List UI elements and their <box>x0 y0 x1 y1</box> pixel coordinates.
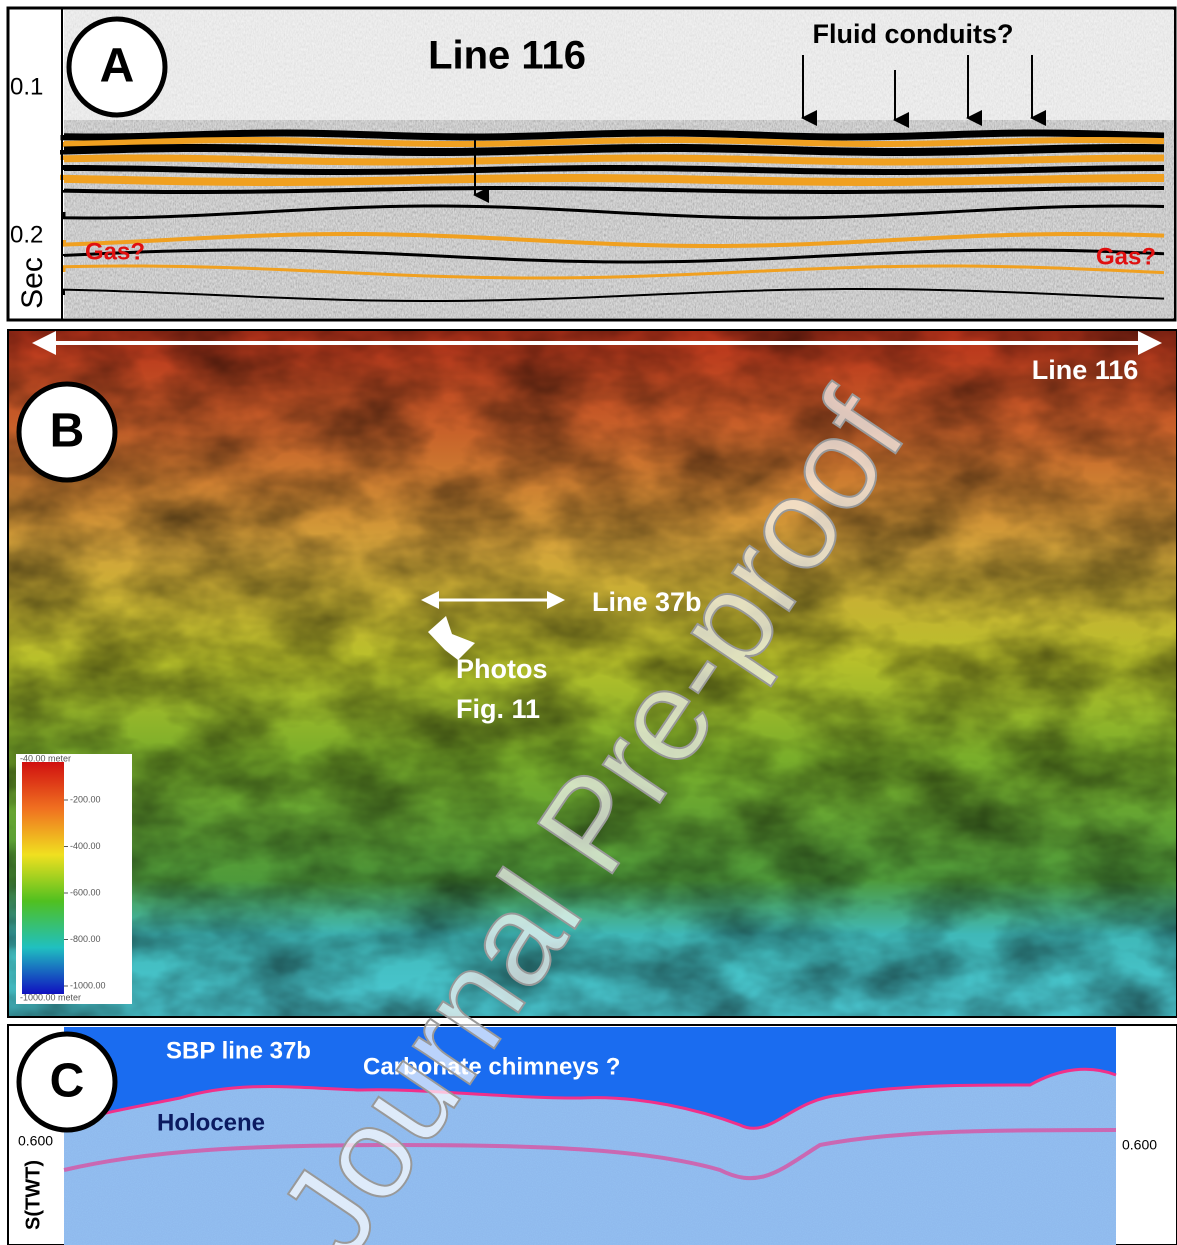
line-title: Line 116 <box>428 34 586 78</box>
panel-label: C <box>50 1055 85 1108</box>
panel-c: C SBP line 37b Carbonate chimneys ? Holo… <box>8 1025 1177 1245</box>
page: A Line 116 Fluid conduits? Gas? Gas? 0.1… <box>0 0 1177 1245</box>
reflector <box>64 158 1164 162</box>
panel-label: B <box>50 405 85 458</box>
line-title: SBP line 37b <box>166 1037 311 1064</box>
panel-label: A <box>100 40 135 93</box>
photo-label: Photos <box>456 654 548 684</box>
colorbar-tick-label: -800.00 <box>70 934 101 944</box>
figure: A Line 116 Fluid conduits? Gas? Gas? 0.1… <box>0 0 1177 1245</box>
colorbar-tick-label: -200.00 <box>70 794 101 804</box>
colorbar-label: -40.00 meter <box>20 753 71 763</box>
colorbar-label: -1000.00 meter <box>20 992 81 1002</box>
reflector <box>64 133 1164 137</box>
reflector <box>64 178 1164 182</box>
unit-label: Holocene <box>157 1109 265 1136</box>
axis-tick-label: 0.600 <box>18 1133 53 1149</box>
photo-label: Fig. 11 <box>456 694 540 724</box>
axis-tick-label: 0.1 <box>10 73 43 100</box>
axis-tick-label: 0.2 <box>10 221 43 248</box>
colorbar-tick-label: -400.00 <box>70 841 101 851</box>
colorbar-tick-label: -1000.00 <box>70 980 106 990</box>
line-label: Line 116 <box>1032 355 1139 385</box>
axis-label: Sec <box>16 257 49 309</box>
axis-label: S(TWT) <box>22 1160 44 1230</box>
gas-label: Gas? <box>85 238 145 265</box>
colorbar <box>22 762 64 994</box>
gas-label: Gas? <box>1096 243 1156 270</box>
annotation: Fluid conduits? <box>813 19 1014 49</box>
panel-a: A Line 116 Fluid conduits? Gas? Gas? 0.1… <box>8 8 1175 320</box>
reflector <box>64 148 1164 152</box>
axis-tick-label: 0.600 <box>1122 1137 1157 1153</box>
colorbar-tick-label: -600.00 <box>70 887 101 897</box>
